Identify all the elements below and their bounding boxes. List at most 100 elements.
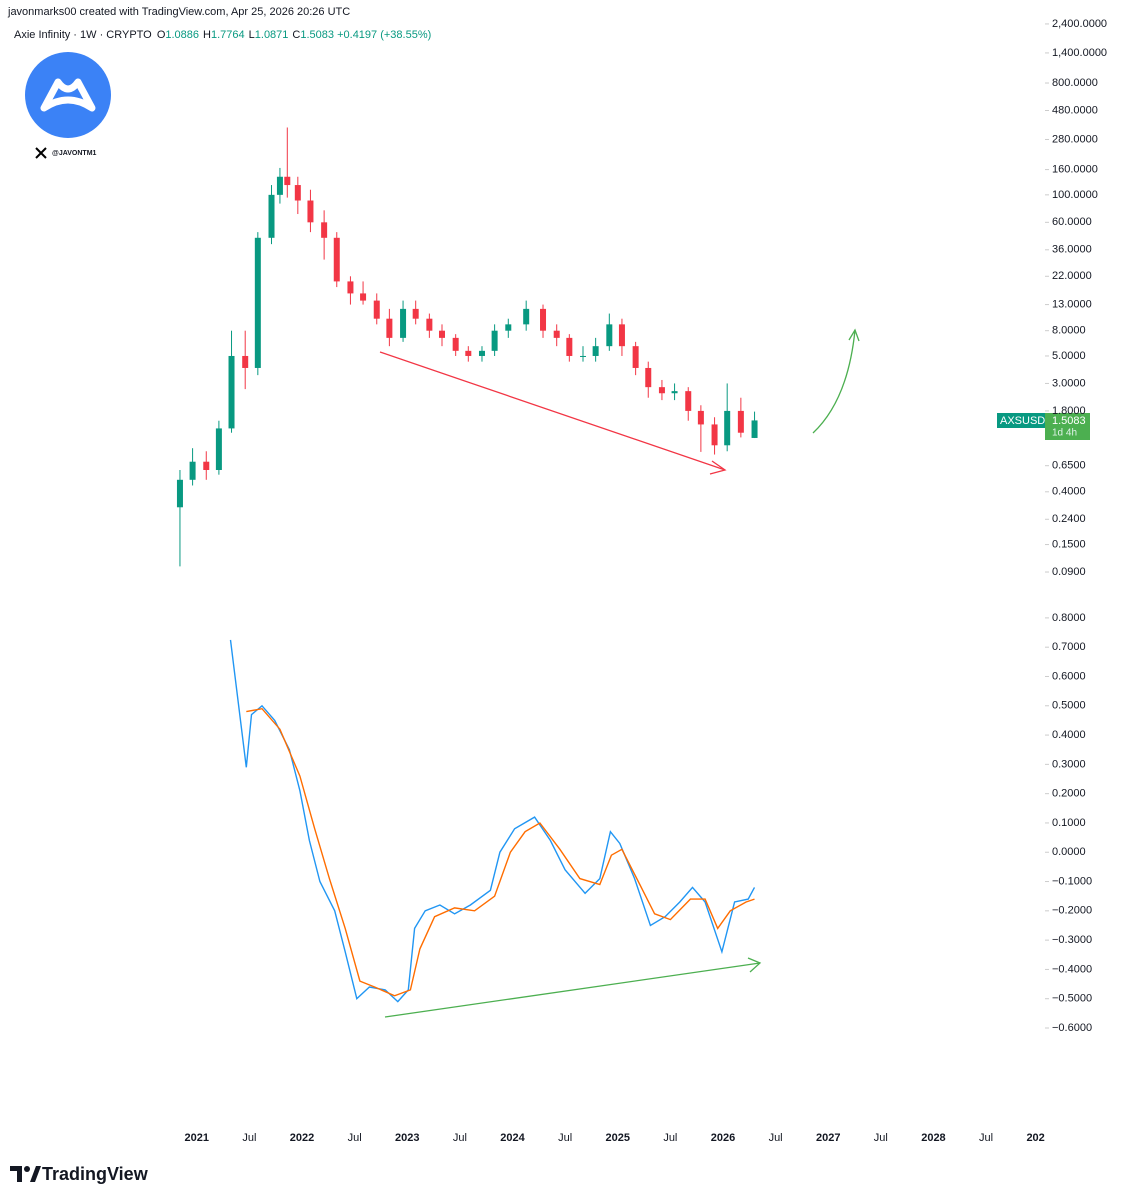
ohlc: O1.0886 H1.7764 L1.0871 C1.5083 <box>155 29 334 41</box>
change: +0.4197 (+38.55%) <box>337 29 432 41</box>
candle-body <box>426 318 433 331</box>
y-tick-label: 36.0000 <box>1052 244 1092 256</box>
ohlc-key: O <box>156 29 166 41</box>
y-tick-label: 13.0000 <box>1052 298 1092 310</box>
logo <box>25 52 111 159</box>
x-tick-label: Jul <box>242 1132 256 1144</box>
candle-body <box>452 337 459 351</box>
y-tick-label: 100.0000 <box>1052 189 1098 201</box>
x-tick-label: Jul <box>874 1132 888 1144</box>
candle-body <box>671 391 678 394</box>
y-tick-label: 0.6000 <box>1052 670 1086 682</box>
ohlc-key: C <box>292 29 301 41</box>
candle-body <box>606 324 613 347</box>
y-tick-label: 0.6500 <box>1052 460 1086 472</box>
y-tick-label: −0.5000 <box>1052 993 1092 1005</box>
candle-body <box>333 237 340 282</box>
candle-body <box>347 281 354 294</box>
candle-body <box>658 387 665 394</box>
x-tick-label: Jul <box>979 1132 993 1144</box>
y-tick-label: 0.3000 <box>1052 758 1086 770</box>
y-tick-label: −0.3000 <box>1052 934 1092 946</box>
x-tick-label: 2022 <box>290 1132 314 1144</box>
y-tick-label: −0.2000 <box>1052 905 1092 917</box>
y-tick-label: 800.0000 <box>1052 77 1098 89</box>
y-tick-label: 280.0000 <box>1052 133 1098 145</box>
y-tick-label: 8.0000 <box>1052 325 1086 337</box>
footer-logo <box>10 1166 41 1182</box>
x-tick-label: 2025 <box>605 1132 629 1144</box>
candle-body <box>412 308 419 319</box>
header-credit: javonmarks00 created with TradingView.co… <box>8 6 351 18</box>
candle-body <box>751 420 758 438</box>
x-tick-label: Jul <box>453 1132 467 1144</box>
x-tick-label: 2021 <box>185 1132 209 1144</box>
y-tick-label: 3.0000 <box>1052 377 1086 389</box>
candle-body <box>737 410 744 433</box>
candle-body <box>724 410 731 446</box>
candle-body <box>242 355 249 368</box>
candle-body <box>203 461 210 470</box>
price-tag: AXSUSD 1.5083 1d 4h <box>997 413 1090 440</box>
candle-body <box>228 355 235 429</box>
y-tick-label: 160.0000 <box>1052 163 1098 175</box>
candle-body <box>284 176 291 186</box>
candle-body <box>618 324 625 347</box>
candle-body <box>685 391 692 411</box>
y-tick-label: 0.1000 <box>1052 817 1086 829</box>
candle-body <box>276 176 283 195</box>
candle-body <box>360 293 367 301</box>
x-tick-label: 2026 <box>711 1132 735 1144</box>
ohlc-value: 1.7764 <box>210 29 245 41</box>
candle-body <box>645 367 652 388</box>
candle-body <box>580 355 587 357</box>
ohlc-value: 1.0871 <box>254 29 289 41</box>
x-tick-label: 2028 <box>921 1132 945 1144</box>
y-tick-label: 60.0000 <box>1052 216 1092 228</box>
y-tick-label: 0.7000 <box>1052 641 1086 653</box>
candle-body <box>373 300 380 319</box>
candle-body <box>321 222 328 238</box>
ohlc-value: 1.5083 <box>300 29 335 41</box>
candle-body <box>540 308 547 331</box>
x-tick-label: 2029 <box>1026 1132 1050 1144</box>
candle-body <box>523 308 530 325</box>
oscillator-line <box>229 639 756 1003</box>
y-tick-label: 2,400.0000 <box>1052 18 1107 30</box>
candle-body <box>254 237 261 368</box>
candle-body <box>176 479 183 508</box>
candle-body <box>505 324 512 331</box>
x-tick-label: 2024 <box>500 1132 525 1144</box>
candle-body <box>215 428 222 470</box>
y-tick-label: 0.5000 <box>1052 700 1086 712</box>
price-tag-countdown: 1d 4h <box>1052 428 1077 439</box>
x-tick-label: Jul <box>348 1132 362 1144</box>
price-tag-price: 1.5083 <box>1052 415 1086 427</box>
oscillator-line <box>246 707 755 997</box>
y-tick-label: 0.8000 <box>1052 612 1086 624</box>
candle-body <box>294 185 301 201</box>
candle-body <box>307 200 314 223</box>
candle-body <box>478 350 485 356</box>
y-tick-label: 480.0000 <box>1052 104 1098 116</box>
candle-body <box>386 318 393 338</box>
x-tick-label: 2027 <box>816 1132 840 1144</box>
y-tick-label: 22.0000 <box>1052 270 1092 282</box>
y-tick-label: 0.0000 <box>1052 846 1086 858</box>
ohlc-key: H <box>203 29 211 41</box>
y-tick-label: 0.0900 <box>1052 566 1086 578</box>
x-tick-label: Jul <box>769 1132 783 1144</box>
y-tick-label: 0.4000 <box>1052 486 1086 498</box>
candle-body <box>491 330 498 351</box>
candle-body <box>553 330 560 338</box>
y-tick-label: 5.0000 <box>1052 350 1086 362</box>
candle-body <box>400 308 407 338</box>
footer-brand: TradingView <box>42 1164 149 1184</box>
y-tick-label: −0.4000 <box>1052 963 1092 975</box>
y-tick-label: 1.8000 <box>1052 405 1086 417</box>
price-tag-symbol: AXSUSD <box>1000 415 1045 427</box>
candle-body <box>438 330 445 338</box>
y-tick-label: 0.2400 <box>1052 513 1086 525</box>
